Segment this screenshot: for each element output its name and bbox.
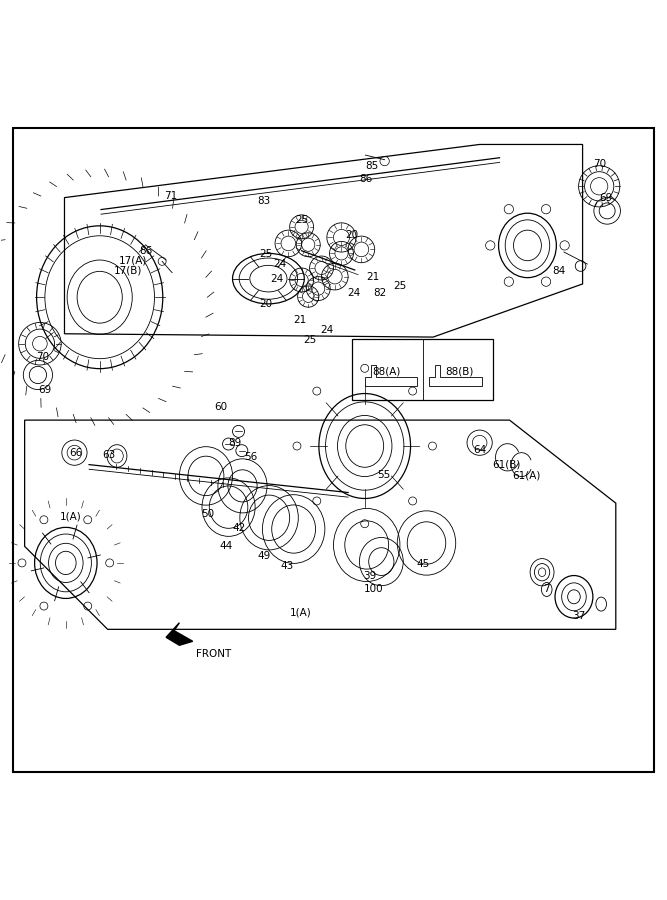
Text: 86: 86: [139, 246, 153, 256]
Text: 85: 85: [366, 161, 379, 171]
Text: 55: 55: [377, 470, 390, 480]
Text: 89: 89: [229, 438, 242, 448]
Text: 17(A): 17(A): [119, 256, 147, 266]
Text: 84: 84: [553, 266, 566, 275]
Text: 25: 25: [303, 336, 317, 346]
Text: 56: 56: [244, 452, 257, 462]
Text: 61(A): 61(A): [512, 470, 540, 481]
Text: 100: 100: [364, 584, 383, 595]
Text: 25: 25: [394, 281, 407, 291]
Text: 71: 71: [164, 192, 177, 202]
Text: 17(B): 17(B): [113, 266, 142, 275]
Text: 24: 24: [270, 274, 283, 284]
Text: 21: 21: [293, 316, 307, 326]
Text: 82: 82: [374, 288, 387, 298]
Text: FRONT: FRONT: [196, 649, 231, 659]
Text: 1(A): 1(A): [289, 608, 311, 617]
Text: 24: 24: [273, 259, 287, 269]
Text: 64: 64: [473, 445, 486, 455]
Text: 24: 24: [320, 326, 334, 336]
Polygon shape: [166, 623, 193, 645]
Text: 50: 50: [201, 509, 214, 519]
Text: 45: 45: [417, 559, 430, 569]
Text: 70: 70: [592, 159, 606, 169]
Text: 86: 86: [359, 174, 372, 184]
Text: 60: 60: [214, 401, 227, 412]
Bar: [352, 339, 493, 400]
Text: 43: 43: [280, 562, 293, 572]
Text: 42: 42: [233, 523, 246, 533]
Text: 25: 25: [259, 249, 272, 259]
Text: 49: 49: [257, 552, 270, 562]
Text: 20: 20: [346, 230, 359, 240]
Text: 1(A): 1(A): [60, 511, 82, 521]
Text: 37: 37: [573, 611, 586, 621]
Text: 21: 21: [367, 273, 380, 283]
Text: 25: 25: [295, 214, 309, 224]
Text: 44: 44: [219, 541, 233, 552]
Text: 61(B): 61(B): [492, 460, 520, 470]
Text: 83: 83: [257, 196, 270, 206]
Text: 70: 70: [36, 352, 49, 362]
Text: 88(A): 88(A): [372, 366, 401, 376]
Text: 24: 24: [347, 288, 360, 298]
Text: 88(B): 88(B): [446, 366, 474, 376]
Text: 69: 69: [38, 385, 51, 395]
Text: 66: 66: [69, 448, 83, 458]
Text: 7: 7: [543, 584, 550, 595]
Text: 39: 39: [364, 572, 377, 581]
Text: 63: 63: [102, 450, 115, 460]
Text: 69: 69: [599, 193, 612, 202]
Text: 20: 20: [259, 299, 272, 309]
